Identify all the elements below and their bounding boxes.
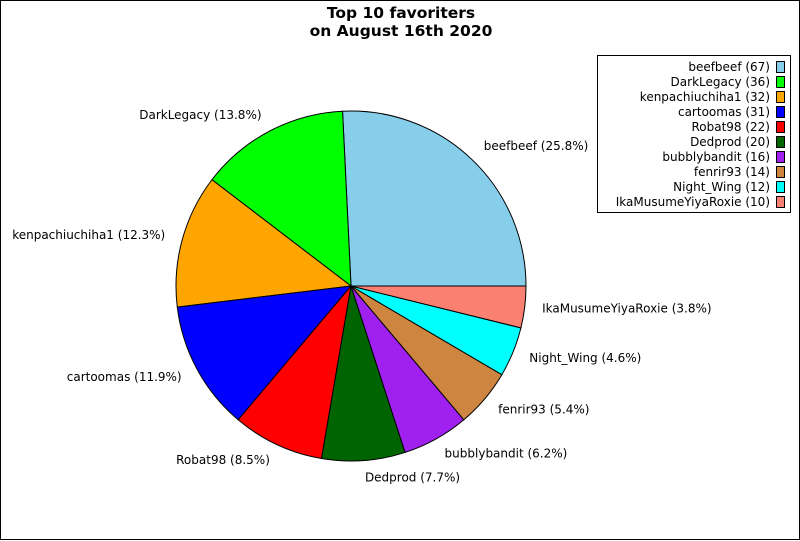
slice-label-darklegacy: DarkLegacy (13.8%) bbox=[139, 108, 261, 122]
legend-swatch bbox=[776, 195, 785, 208]
legend-label: DarkLegacy (36) bbox=[670, 74, 770, 89]
legend-entry: beefbeef (67) bbox=[598, 59, 790, 74]
legend-entry: Night_Wing (12) bbox=[598, 179, 790, 194]
pie-slice-ikamusumeyiyaroxie bbox=[350, 285, 527, 329]
slice-label-ikamusumeyiyaroxie: IkaMusumeYiyaRoxie (3.8%) bbox=[542, 302, 711, 316]
legend-label: Dedprod (20) bbox=[690, 134, 770, 149]
slice-label-bubblybandit: bubblybandit (6.2%) bbox=[445, 447, 568, 461]
pie-slice-beefbeef bbox=[342, 110, 527, 287]
legend-swatch bbox=[776, 180, 785, 193]
legend-swatch bbox=[776, 120, 785, 133]
slice-label-night-wing: Night_Wing (4.6%) bbox=[529, 351, 641, 365]
slice-label-robat98: Robat98 (8.5%) bbox=[176, 453, 270, 467]
legend-entry: fenrir93 (14) bbox=[598, 164, 790, 179]
pie-slice-cartoomas bbox=[176, 285, 353, 421]
legend-label: Robat98 (22) bbox=[691, 119, 770, 134]
slice-label-cartoomas: cartoomas (11.9%) bbox=[67, 370, 182, 384]
chart-title-line-1: Top 10 favoriters bbox=[326, 4, 476, 22]
slice-label-beefbeef: beefbeef (25.8%) bbox=[484, 139, 589, 153]
legend-swatch bbox=[776, 165, 785, 178]
pie-slice-kenpachiuchiha1 bbox=[175, 179, 353, 308]
legend-label: bubblybandit (16) bbox=[662, 149, 770, 164]
legend-label: cartoomas (31) bbox=[677, 104, 770, 119]
legend-label: fenrir93 (14) bbox=[693, 164, 770, 179]
pie-slice-robat98 bbox=[237, 284, 352, 460]
legend-swatch bbox=[776, 90, 785, 103]
legend-label: kenpachiuchiha1 (32) bbox=[639, 89, 770, 104]
legend-swatch bbox=[776, 105, 785, 118]
legend-entry: Robat98 (22) bbox=[598, 119, 790, 134]
legend-swatch bbox=[776, 60, 785, 73]
legend-entry: Dedprod (20) bbox=[598, 134, 790, 149]
legend-entry: kenpachiuchiha1 (32) bbox=[598, 89, 790, 104]
legend-entry: cartoomas (31) bbox=[598, 104, 790, 119]
legend-entry: IkaMusumeYiyaRoxie (10) bbox=[598, 194, 790, 209]
legend-label: IkaMusumeYiyaRoxie (10) bbox=[615, 194, 770, 209]
legend-swatch bbox=[776, 75, 785, 88]
legend-label: Night_Wing (12) bbox=[673, 179, 770, 194]
legend-entry: DarkLegacy (36) bbox=[598, 74, 790, 89]
chart-legend: beefbeef (67) DarkLegacy (36) kenpachiuchi… bbox=[597, 55, 791, 213]
pie-slice-darklegacy bbox=[211, 110, 352, 288]
slice-label-dedprod: Dedprod (7.7%) bbox=[365, 470, 460, 484]
slice-label-kenpachiuchiha1: kenpachiuchiha1 (12.3%) bbox=[12, 228, 165, 242]
slice-label-fenrir93: fenrir93 (5.4%) bbox=[498, 403, 589, 417]
legend-entry: bubblybandit (16) bbox=[598, 149, 790, 164]
legend-swatch bbox=[776, 150, 785, 163]
chart-title-line-2: on August 16th 2020 bbox=[309, 22, 493, 40]
chart-title: Top 10 favoriters on August 16th 2020 bbox=[1, 4, 800, 40]
legend-swatch bbox=[776, 135, 785, 148]
legend-label: beefbeef (67) bbox=[688, 59, 770, 74]
